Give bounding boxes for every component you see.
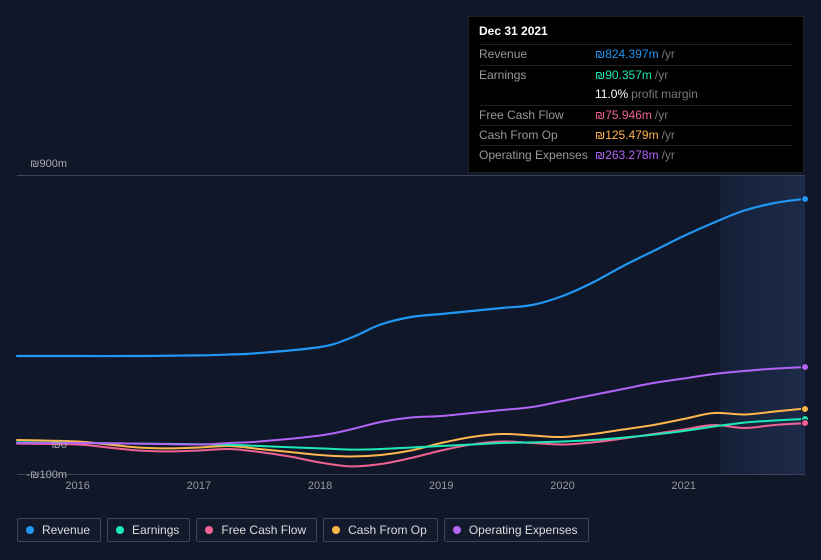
tooltip-row-label: Free Cash Flow <box>479 107 595 124</box>
tooltip-row-unit: /yr <box>662 127 675 144</box>
legend-label: Revenue <box>42 523 90 537</box>
legend-item[interactable]: Cash From Op <box>323 518 438 542</box>
chart-tooltip: Dec 31 2021 Revenue₪824.397m/yrEarnings₪… <box>468 16 804 173</box>
y-axis-zero-label: ₪0 <box>21 439 67 451</box>
tooltip-row-unit: /yr <box>662 46 675 63</box>
tooltip-row: Free Cash Flow₪75.946m/yr <box>479 105 793 125</box>
series-revenue <box>17 199 805 356</box>
legend-label: Cash From Op <box>348 523 427 537</box>
tooltip-row: Cash From Op₪125.479m/yr <box>479 125 793 145</box>
series-end-marker-fcf <box>801 419 809 427</box>
chart-legend: Revenue Earnings Free Cash Flow Cash From O… <box>17 518 589 542</box>
tooltip-row-value: ₪90.357m <box>595 67 652 84</box>
legend-label: Free Cash Flow <box>221 523 306 537</box>
y-axis-min-label: -₪100m <box>21 469 67 481</box>
tooltip-subrow: 11.0%profit margin <box>479 85 793 104</box>
legend-label: Operating Expenses <box>469 523 578 537</box>
legend-dot-icon <box>332 526 340 534</box>
tooltip-profit-margin-pct: 11.0% <box>595 86 628 103</box>
x-axis-tick: 2017 <box>187 480 211 492</box>
legend-item[interactable]: Operating Expenses <box>444 518 589 542</box>
legend-item[interactable]: Earnings <box>107 518 190 542</box>
tooltip-profit-margin-label: profit margin <box>631 86 698 103</box>
legend-dot-icon <box>116 526 124 534</box>
tooltip-row-label: Earnings <box>479 67 595 84</box>
y-axis-max-label: ₪900m <box>21 158 67 170</box>
legend-label: Earnings <box>132 523 179 537</box>
legend-dot-icon <box>26 526 34 534</box>
tooltip-row-value: ₪125.479m <box>595 127 659 144</box>
x-axis-tick: 2016 <box>65 480 89 492</box>
series-earnings <box>17 419 805 450</box>
legend-dot-icon <box>453 526 461 534</box>
chart-area: ₪900m ₪0 -₪100m 2016 2017 2018 2019 2020 2021 <box>17 160 805 500</box>
tooltip-row-label: Revenue <box>479 46 595 63</box>
tooltip-date: Dec 31 2021 <box>479 23 793 40</box>
series-end-marker-opex <box>801 363 809 371</box>
tooltip-row-unit: /yr <box>655 107 668 124</box>
legend-item[interactable]: Revenue <box>17 518 101 542</box>
x-axis-tick: 2020 <box>550 480 574 492</box>
series-opex <box>17 367 805 444</box>
tooltip-row: Earnings₪90.357m/yr <box>479 65 793 85</box>
x-axis-tick: 2021 <box>672 480 696 492</box>
tooltip-row-unit: /yr <box>655 67 668 84</box>
legend-item[interactable]: Free Cash Flow <box>196 518 317 542</box>
legend-dot-icon <box>205 526 213 534</box>
series-end-marker-cashop <box>801 405 809 413</box>
x-axis-tick: 2018 <box>308 480 332 492</box>
tooltip-row: Revenue₪824.397m/yr <box>479 44 793 64</box>
tooltip-row-value: ₪75.946m <box>595 107 652 124</box>
x-axis-tick: 2019 <box>429 480 453 492</box>
series-end-marker-revenue <box>801 195 809 203</box>
tooltip-row-value: ₪824.397m <box>595 46 659 63</box>
chart-svg <box>17 176 805 476</box>
tooltip-row-label: Cash From Op <box>479 127 595 144</box>
chart-plot[interactable] <box>17 175 805 475</box>
